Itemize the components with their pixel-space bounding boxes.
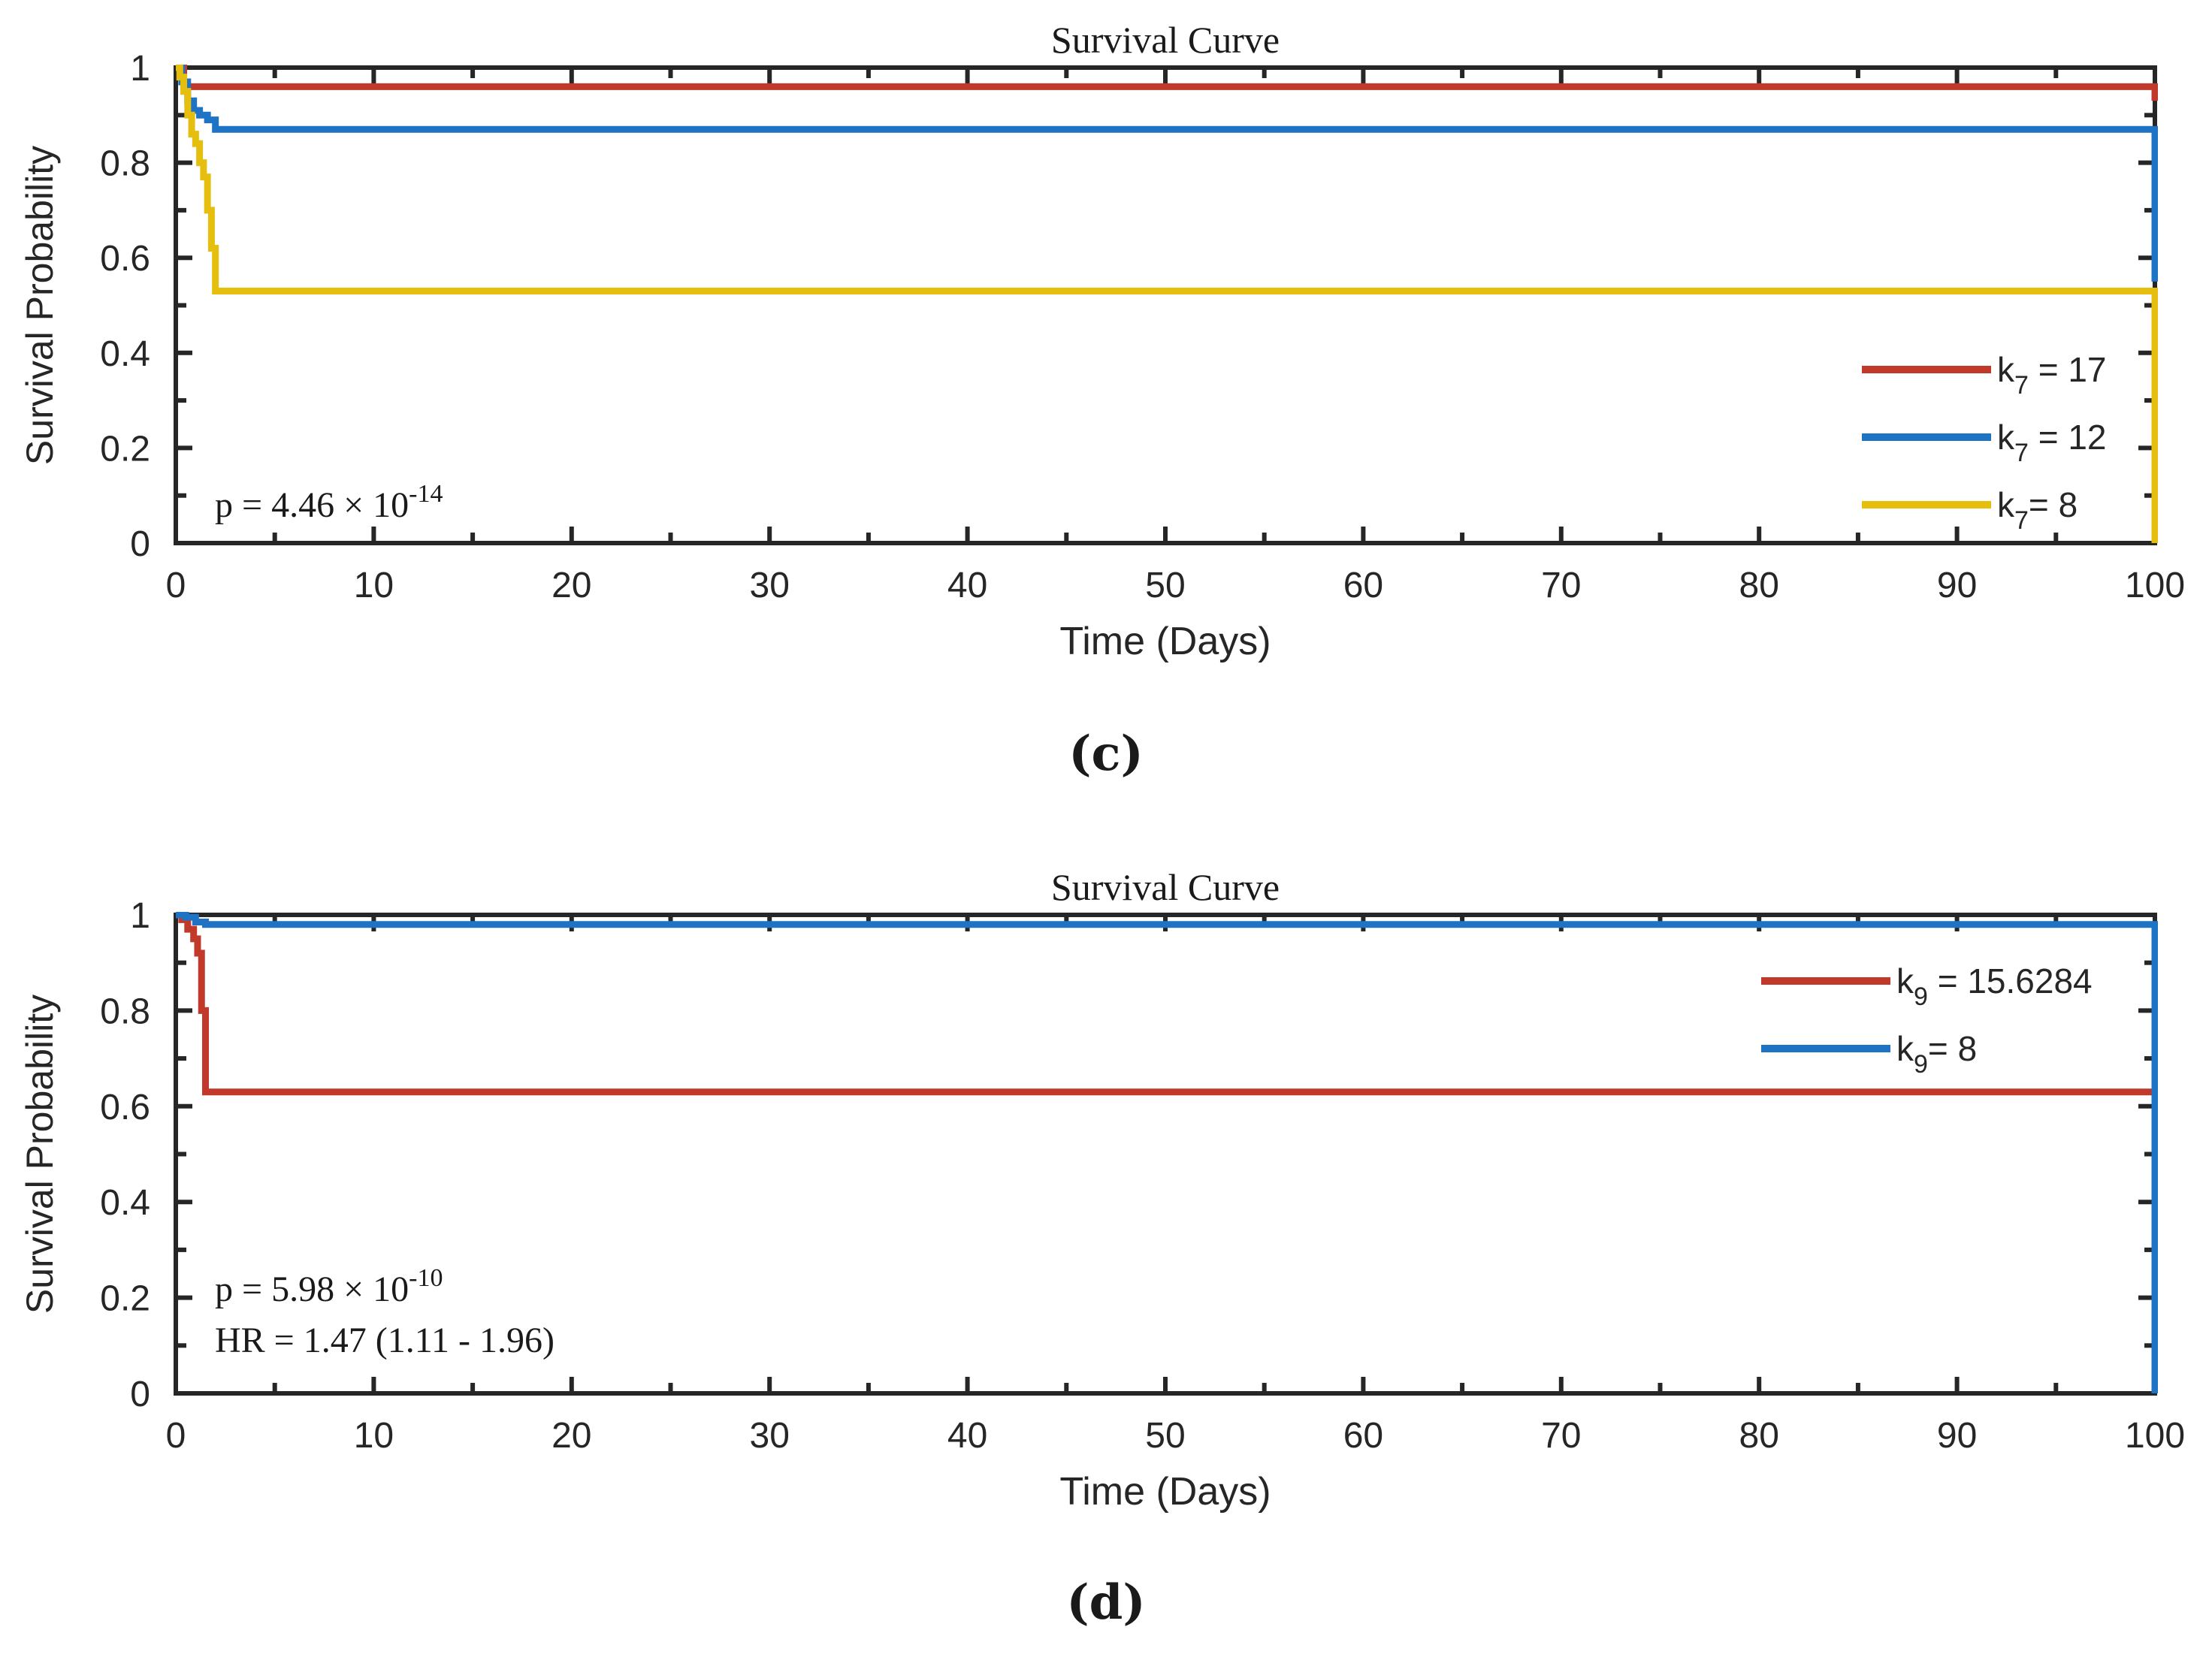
y-tick-label: 0.2 [100, 429, 150, 469]
chart-title: Survival Curve [1051, 19, 1280, 61]
y-tick-label: 0.2 [100, 1279, 150, 1319]
x-tick-label: 40 [947, 1416, 987, 1456]
series-line-2 [176, 65, 2158, 282]
x-tick-label: 0 [166, 1416, 186, 1456]
y-tick-label: 0.8 [100, 991, 150, 1031]
y-axis-label: Survival Probability [19, 995, 61, 1314]
x-tick-label: 70 [1541, 1416, 1581, 1456]
x-tick-label: 60 [1343, 1416, 1383, 1456]
x-tick-label: 100 [2125, 566, 2185, 605]
y-tick-label: 0.4 [100, 1183, 150, 1223]
x-tick-label: 20 [551, 1416, 591, 1456]
y-tick-label: 0 [130, 524, 150, 564]
x-tick-label: 80 [1739, 566, 1779, 605]
x-tick-label: 20 [551, 566, 591, 605]
y-tick-label: 0.8 [100, 144, 150, 184]
legend-label-2: k9= 8 [1896, 1029, 1977, 1079]
series-line-1 [176, 912, 2155, 1096]
y-tick-label: 0.6 [100, 1088, 150, 1127]
series-line-2 [176, 912, 2158, 1393]
y-tick-label: 1 [130, 49, 150, 89]
legend-label-1: k9 = 15.6284 [1896, 961, 2093, 1011]
y-tick-label: 0.4 [100, 334, 150, 374]
survival-chart-c: 0 10 20 30 40 50 60 70 80 90 100 0 0.2 0.4 0.6 0.8 1 Time… [19, 19, 2185, 663]
x-axis-label: Time (Days) [1059, 620, 1271, 663]
annotation-hr: HR = 1.47 (1.11 - 1.96) [215, 1320, 555, 1360]
panel-caption-d: (d) [1066, 1574, 1146, 1631]
x-tick-label: 60 [1343, 566, 1383, 605]
y-tick-label: 1 [130, 896, 150, 936]
x-tick-label: 90 [1937, 1416, 1977, 1456]
x-tick-label: 50 [1145, 1416, 1185, 1456]
x-tick-label: 40 [947, 566, 987, 605]
y-tick-label: 0.6 [100, 239, 150, 279]
x-tick-label: 10 [354, 1416, 394, 1456]
series-line-3 [176, 65, 2158, 543]
x-tick-label: 90 [1937, 566, 1977, 605]
legend-label-2: k7 = 12 [1997, 418, 2107, 467]
legend-label-3: k7= 8 [1997, 485, 2078, 535]
y-axis-label: Survival Probability [19, 146, 61, 465]
x-axis-label: Time (Days) [1059, 1470, 1271, 1514]
panel-caption-c: (c) [1068, 726, 1144, 782]
x-tick-label: 100 [2125, 1416, 2185, 1456]
x-tick-label: 70 [1541, 566, 1581, 605]
y-tick-label: 0 [130, 1375, 150, 1414]
x-tick-label: 30 [750, 1416, 790, 1456]
survival-chart-d: 0 10 20 30 40 50 60 70 80 90 100 0 0.2 0.4 0.6 0.8 1 Time… [19, 866, 2185, 1514]
x-tick-label: 30 [750, 566, 790, 605]
axes-box [174, 65, 2157, 545]
chart-title: Survival Curve [1051, 866, 1280, 908]
x-tick-label: 0 [166, 566, 186, 605]
x-tick-label: 50 [1145, 566, 1185, 605]
x-tick-label: 80 [1739, 1416, 1779, 1456]
legend-label-1: k7 = 17 [1997, 350, 2107, 400]
annotation-pval: p = 4.46 × 10-14 [215, 480, 443, 525]
x-tick-label: 10 [354, 566, 394, 605]
annotation-pval: p = 5.98 × 10-10 [215, 1264, 443, 1309]
